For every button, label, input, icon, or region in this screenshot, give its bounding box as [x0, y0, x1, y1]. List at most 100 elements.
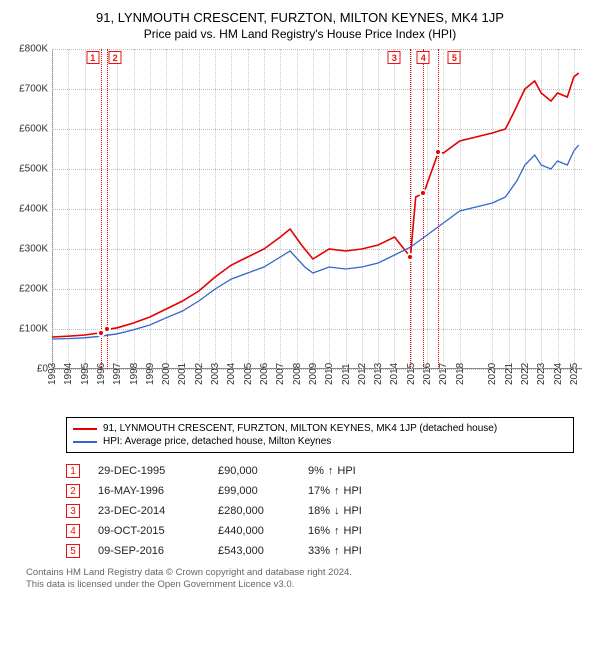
- y-tick-label: £600K: [19, 124, 48, 135]
- sale-event-date: 29-DEC-1995: [98, 465, 218, 477]
- sale-event-row: 4 09-OCT-2015£440,00016%↑HPI: [66, 521, 574, 541]
- sale-event-number: 1: [66, 464, 80, 478]
- arrow-up-icon: ↑: [328, 465, 334, 477]
- sale-event-note: HPI: [344, 525, 362, 537]
- x-tick-label: 1998: [129, 355, 140, 385]
- line-series-svg: [52, 49, 582, 369]
- x-tick-label: 2001: [177, 355, 188, 385]
- sale-event-change: 16%↑HPI: [308, 525, 362, 537]
- y-tick-label: £300K: [19, 244, 48, 255]
- sale-event-price: £440,000: [218, 525, 308, 537]
- x-tick-label: 2002: [194, 355, 205, 385]
- series-hpi: [52, 145, 579, 339]
- sale-marker-number: 5: [448, 51, 461, 64]
- sale-marker-line: [438, 49, 439, 369]
- sale-events-list: 129-DEC-1995£90,0009%↑HPI216-MAY-1996£99…: [66, 461, 574, 561]
- sale-event-number: 2: [66, 484, 80, 498]
- legend-label: HPI: Average price, detached house, Milt…: [103, 436, 331, 447]
- x-tick-label: 2017: [438, 355, 449, 385]
- sale-event-price: £90,000: [218, 465, 308, 477]
- sale-event-number: 5: [66, 544, 80, 558]
- sale-event-price: £99,000: [218, 485, 308, 497]
- x-tick-label: 2010: [324, 355, 335, 385]
- sale-marker-dot: [103, 325, 111, 333]
- x-tick-label: 1996: [96, 355, 107, 385]
- x-tick-label: 2005: [243, 355, 254, 385]
- legend-swatch: [73, 428, 97, 430]
- y-tick-label: £100K: [19, 324, 48, 335]
- x-tick-label: 1993: [47, 355, 58, 385]
- x-tick-label: 2006: [259, 355, 270, 385]
- x-tick-label: 1995: [80, 355, 91, 385]
- sale-marker-line: [107, 49, 108, 369]
- y-tick-label: £700K: [19, 84, 48, 95]
- sale-marker-number: 3: [388, 51, 401, 64]
- y-tick-label: £400K: [19, 204, 48, 215]
- sale-marker-line: [410, 49, 411, 369]
- footer-attribution: Contains HM Land Registry data © Crown c…: [26, 567, 574, 592]
- sale-event-date: 09-OCT-2015: [98, 525, 218, 537]
- legend-item: HPI: Average price, detached house, Milt…: [73, 435, 567, 448]
- plot-area: 12345: [52, 49, 582, 369]
- chart-container: 91, LYNMOUTH CRESCENT, FURZTON, MILTON K…: [0, 0, 600, 602]
- sale-marker-dot: [419, 189, 427, 197]
- sale-event-date: 16-MAY-1996: [98, 485, 218, 497]
- footer-line-2: This data is licensed under the Open Gov…: [26, 579, 574, 591]
- x-tick-label: 2008: [292, 355, 303, 385]
- sale-event-change: 9% ↑HPI: [308, 465, 356, 477]
- x-tick-label: 1999: [145, 355, 156, 385]
- sale-marker-number: 4: [417, 51, 430, 64]
- series-property: [52, 73, 579, 337]
- sale-event-price: £543,000: [218, 545, 308, 557]
- sale-event-pct: 18%: [308, 505, 330, 517]
- x-tick-label: 2013: [373, 355, 384, 385]
- sale-event-pct: 33%: [308, 545, 330, 557]
- sale-marker-line: [101, 49, 102, 369]
- legend-label: 91, LYNMOUTH CRESCENT, FURZTON, MILTON K…: [103, 423, 497, 434]
- sale-event-number: 4: [66, 524, 80, 538]
- x-tick-label: 2025: [569, 355, 580, 385]
- sale-marker-dot: [434, 148, 442, 156]
- x-axis-labels: 1993199419951996199719981999200020012002…: [52, 371, 582, 406]
- sale-event-note: HPI: [337, 465, 355, 477]
- sale-event-pct: 9%: [308, 465, 324, 477]
- y-tick-label: £500K: [19, 164, 48, 175]
- x-tick-label: 2012: [357, 355, 368, 385]
- x-tick-label: 2018: [455, 355, 466, 385]
- sale-marker-dot: [406, 253, 414, 261]
- chart-title: 91, LYNMOUTH CRESCENT, FURZTON, MILTON K…: [10, 10, 590, 25]
- arrow-up-icon: ↑: [334, 545, 340, 557]
- arrow-down-icon: ↓: [334, 505, 340, 517]
- x-tick-label: 2000: [161, 355, 172, 385]
- sale-event-row: 216-MAY-1996£99,00017%↑HPI: [66, 481, 574, 501]
- x-tick-label: 1994: [63, 355, 74, 385]
- legend-box: 91, LYNMOUTH CRESCENT, FURZTON, MILTON K…: [66, 417, 574, 453]
- sale-event-change: 18% ↓ HPI: [308, 505, 362, 517]
- sale-event-number: 3: [66, 504, 80, 518]
- footer-line-1: Contains HM Land Registry data © Crown c…: [26, 567, 574, 579]
- sale-event-date: 09-SEP-2016: [98, 545, 218, 557]
- sale-event-date: 23-DEC-2014: [98, 505, 218, 517]
- x-tick-label: 2007: [275, 355, 286, 385]
- chart-area: £0£100K£200K£300K£400K£500K£600K£700K£80…: [10, 49, 590, 409]
- sale-event-note: HPI: [344, 485, 362, 497]
- sale-event-note: HPI: [344, 505, 362, 517]
- x-tick-label: 2024: [553, 355, 564, 385]
- sale-event-note: HPI: [344, 545, 362, 557]
- sale-marker-number: 1: [86, 51, 99, 64]
- x-tick-label: 2009: [308, 355, 319, 385]
- y-tick-label: £800K: [19, 44, 48, 55]
- arrow-up-icon: ↑: [334, 485, 340, 497]
- sale-event-change: 33% ↑ HPI: [308, 545, 362, 557]
- y-axis-labels: £0£100K£200K£300K£400K£500K£600K£700K£80…: [10, 49, 50, 369]
- x-tick-label: 2015: [406, 355, 417, 385]
- x-tick-label: 1997: [112, 355, 123, 385]
- x-tick-label: 2014: [389, 355, 400, 385]
- legend-swatch: [73, 441, 97, 443]
- chart-subtitle: Price paid vs. HM Land Registry's House …: [10, 27, 590, 41]
- x-tick-label: 2021: [504, 355, 515, 385]
- x-tick-label: 2023: [536, 355, 547, 385]
- x-tick-label: 2004: [226, 355, 237, 385]
- sale-event-row: 1 29-DEC-1995£90,0009% ↑HPI: [66, 461, 574, 481]
- sale-event-change: 17%↑HPI: [308, 485, 362, 497]
